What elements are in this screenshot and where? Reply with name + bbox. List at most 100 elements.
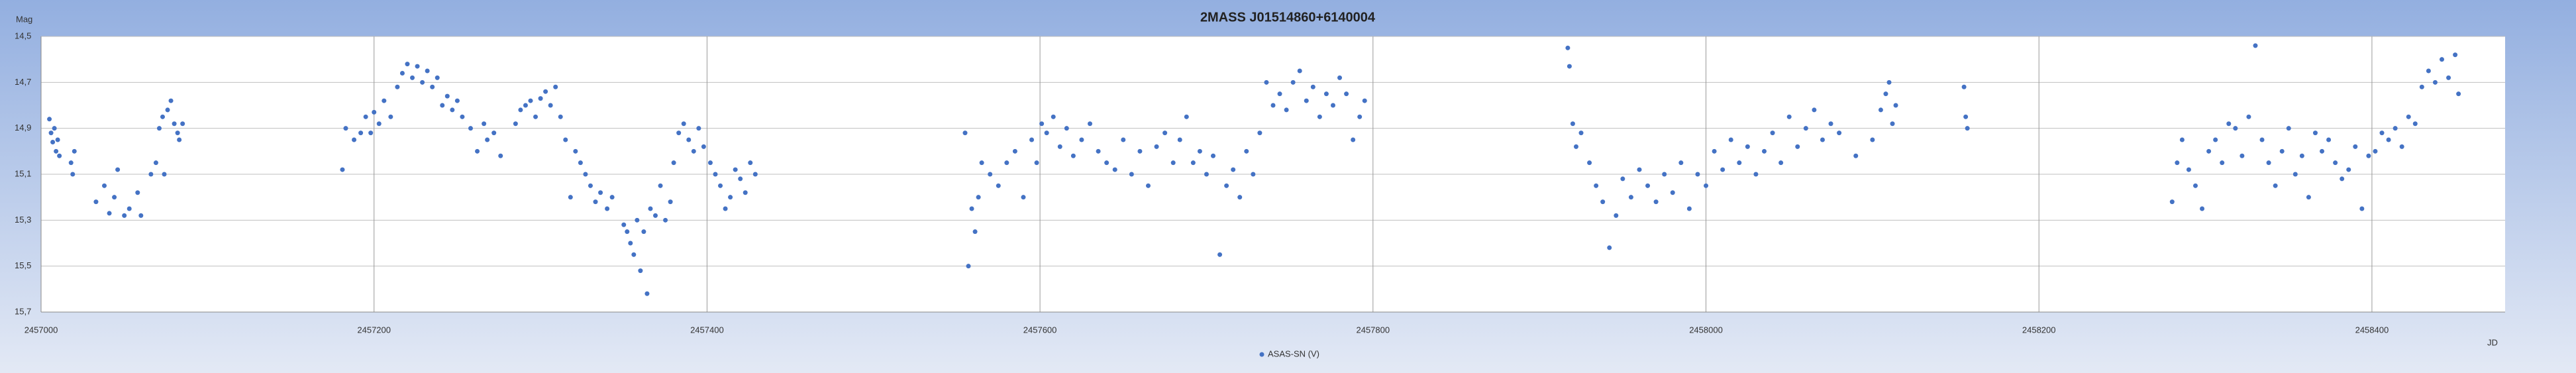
data-point <box>605 206 610 211</box>
data-point <box>701 144 706 149</box>
data-point <box>2253 43 2258 48</box>
data-point <box>1264 80 1269 85</box>
data-point <box>1244 148 1249 154</box>
x-tick-label: 2458000 <box>1689 325 1723 335</box>
data-point <box>1104 160 1109 166</box>
data-point <box>641 229 646 235</box>
data-point <box>979 160 984 166</box>
data-point <box>1217 252 1223 257</box>
data-point <box>48 131 54 136</box>
data-point <box>1121 137 1126 142</box>
data-point <box>420 80 425 85</box>
data-point <box>156 126 162 131</box>
data-point <box>648 206 653 211</box>
data-point <box>1021 195 1026 200</box>
x-tick-label: 2457200 <box>357 325 391 335</box>
data-point <box>1190 160 1196 166</box>
data-point <box>122 213 127 218</box>
data-point <box>1317 114 1322 119</box>
legend-label: ASAS-SN (V) <box>1268 348 1319 358</box>
data-point <box>988 172 993 177</box>
data-point <box>2419 84 2424 89</box>
data-point <box>1678 160 1684 166</box>
data-point <box>2453 52 2458 58</box>
data-point <box>2312 131 2318 136</box>
data-point <box>1304 98 1309 103</box>
data-point <box>1820 137 1825 142</box>
data-point <box>1197 148 1202 154</box>
data-point <box>1096 148 1101 154</box>
data-point <box>1686 206 1692 211</box>
data-point <box>1330 103 1335 108</box>
data-point <box>112 195 117 200</box>
data-point <box>162 172 167 177</box>
data-point <box>352 137 357 142</box>
data-point <box>165 107 170 113</box>
x-tick-label: 2458400 <box>2355 325 2389 335</box>
data-point <box>1594 183 1599 188</box>
data-point <box>713 172 718 177</box>
data-point <box>743 190 748 195</box>
data-point <box>2446 75 2451 80</box>
data-point <box>57 153 62 158</box>
data-point <box>583 172 588 177</box>
data-point <box>2293 172 2298 177</box>
data-point <box>1565 45 1571 50</box>
data-point <box>1284 107 1289 113</box>
data-point <box>2399 144 2404 149</box>
data-point <box>1137 148 1143 154</box>
data-point <box>2299 153 2304 158</box>
data-point <box>2226 121 2232 127</box>
data-point <box>1770 131 1775 136</box>
data-point <box>340 167 345 172</box>
data-point <box>482 121 487 127</box>
data-point <box>568 195 573 200</box>
data-point <box>2279 148 2285 154</box>
y-tick-label: 15,1 <box>15 168 31 178</box>
data-point <box>1567 64 1572 69</box>
data-point <box>388 114 393 119</box>
data-point <box>107 211 112 216</box>
data-point <box>1587 160 1592 166</box>
data-point <box>372 109 377 115</box>
data-point <box>1883 91 1888 97</box>
data-point <box>1570 121 1575 127</box>
data-point <box>1662 172 1667 177</box>
data-point <box>2200 206 2205 211</box>
data-point <box>1344 91 1349 97</box>
data-point <box>628 240 633 246</box>
data-point <box>631 252 637 257</box>
data-point <box>1277 91 1282 97</box>
data-point <box>733 167 738 172</box>
data-point <box>1044 131 1049 136</box>
data-point <box>748 160 753 166</box>
data-point <box>2393 126 2398 131</box>
data-point <box>468 126 473 131</box>
data-point <box>1728 137 1733 142</box>
data-point <box>553 84 558 89</box>
data-point <box>1357 114 1363 119</box>
data-point <box>1720 167 1726 172</box>
data-point <box>435 75 440 80</box>
data-point <box>513 121 518 127</box>
data-point <box>2340 176 2345 182</box>
data-point <box>440 103 445 108</box>
data-point <box>2206 148 2212 154</box>
data-point <box>68 160 74 166</box>
data-point <box>538 96 543 101</box>
data-point <box>976 195 981 200</box>
data-point <box>343 126 348 131</box>
data-point <box>1310 84 1315 89</box>
y-tick-label: 15,5 <box>15 260 31 270</box>
data-point <box>1088 121 1093 127</box>
data-point <box>573 148 578 154</box>
data-point <box>528 98 533 103</box>
data-point <box>2379 131 2385 136</box>
data-point <box>1607 245 1612 250</box>
data-point <box>2456 91 2461 97</box>
data-point <box>1029 137 1035 142</box>
data-point <box>2320 148 2325 154</box>
data-point <box>2175 160 2180 166</box>
data-point <box>2240 153 2245 158</box>
